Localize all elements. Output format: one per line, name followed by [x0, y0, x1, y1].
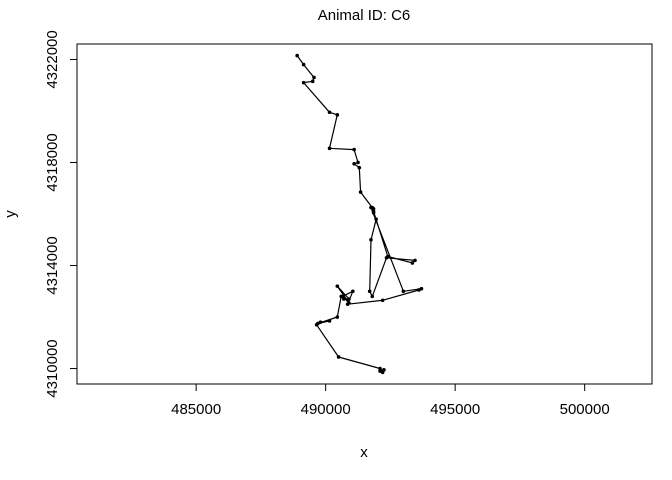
- trajectory-point: [336, 355, 341, 359]
- x-tick-label: 485000: [171, 401, 221, 418]
- y-tick-label: 4314000: [44, 236, 61, 294]
- trajectory-point: [310, 79, 315, 84]
- trajectory-point: [341, 297, 346, 301]
- trajectory-point: [301, 62, 306, 67]
- x-tick-label: 490000: [301, 401, 351, 418]
- trajectory-point: [335, 315, 340, 319]
- trajectory-point: [369, 205, 373, 210]
- trajectory-point: [357, 165, 362, 170]
- trajectory-point: [380, 298, 385, 303]
- trajectory-point: [347, 297, 351, 301]
- trajectory-point: [312, 75, 316, 80]
- trajectory-point: [369, 237, 373, 242]
- trajectory-point: [413, 258, 417, 263]
- trajectory-point: [335, 113, 340, 117]
- trajectory-point: [370, 294, 375, 299]
- trajectory-point: [352, 147, 356, 152]
- plot-frame: [76, 43, 653, 385]
- x-axis-label: x: [360, 444, 368, 461]
- trajectory-point: [374, 217, 378, 221]
- trajectory-point: [417, 288, 421, 292]
- trajectory-point: [378, 369, 382, 373]
- series-layer: [295, 53, 424, 375]
- x-axis: 485000 490000 495000 500000: [171, 383, 610, 418]
- trajectory-point: [401, 289, 406, 294]
- trajectory-point: [352, 161, 356, 166]
- y-tick-label: 4310000: [44, 339, 61, 397]
- trajectory-point: [347, 301, 351, 305]
- x-tick-label: 500000: [560, 401, 610, 418]
- chart-title: Animal ID: C6: [318, 7, 411, 24]
- trajectory-point: [335, 284, 340, 288]
- trajectory-point: [351, 289, 355, 294]
- trajectory-point: [371, 209, 376, 214]
- trajectory-point: [339, 294, 343, 299]
- trajectory-point: [301, 80, 306, 85]
- trajectory-point: [295, 53, 299, 58]
- y-tick-label: 4318000: [44, 133, 61, 191]
- trajectory-point: [367, 289, 372, 294]
- trajectory-point: [356, 160, 360, 165]
- y-axis: 4310000 4314000 4318000 4322000: [44, 30, 78, 398]
- x-tick-label: 495000: [430, 401, 480, 418]
- trajectory-point: [327, 319, 332, 323]
- trajectory-point: [318, 320, 323, 324]
- trajectory-point: [386, 254, 390, 259]
- y-tick-label: 4322000: [44, 30, 61, 88]
- trajectory-point: [358, 190, 363, 194]
- trajectory-point: [314, 322, 319, 327]
- trajectory-point: [327, 146, 332, 151]
- trajectory-point: [410, 261, 415, 265]
- y-axis-label: y: [2, 210, 19, 218]
- trajectory-point: [327, 110, 332, 115]
